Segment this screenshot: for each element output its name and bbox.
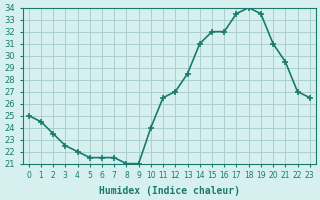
X-axis label: Humidex (Indice chaleur): Humidex (Indice chaleur) bbox=[99, 186, 240, 196]
